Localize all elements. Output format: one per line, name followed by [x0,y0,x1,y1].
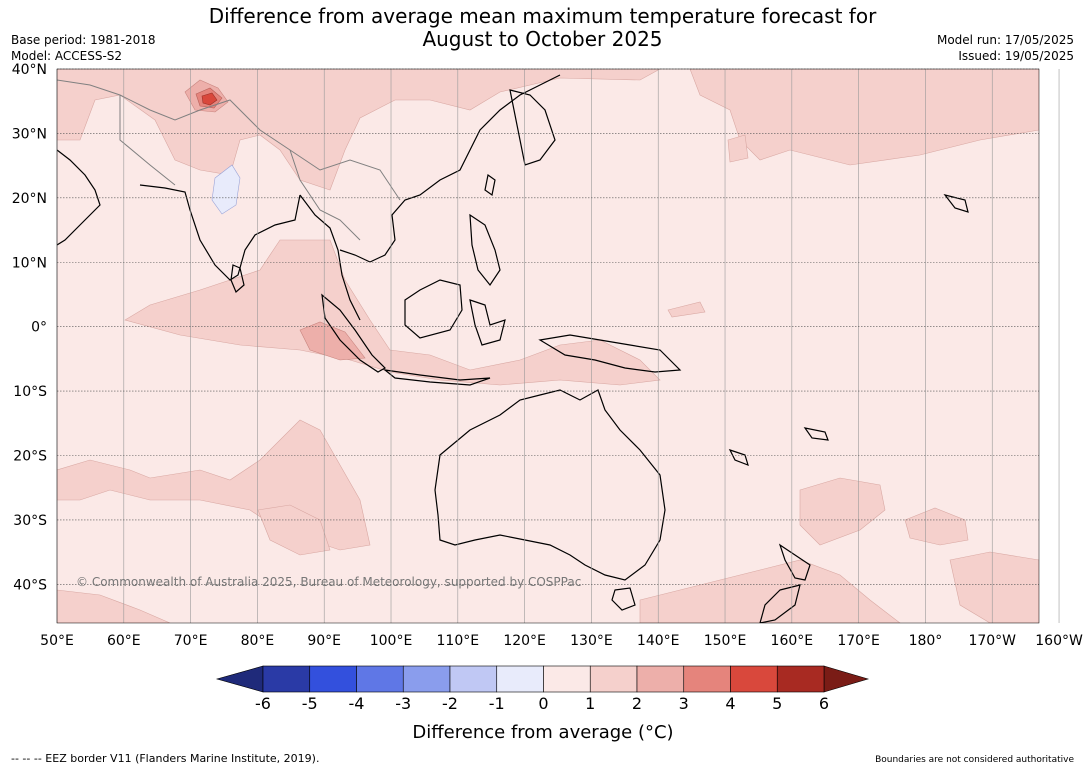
colorbar-segment [309,665,357,693]
longitude-label: 180° [909,633,943,649]
copyright-notice: © Commonwealth of Australia 2025, Bureau… [76,575,581,589]
colorbar-tick-label: -3 [395,694,411,713]
colorbar-segment [776,665,825,693]
colorbar-tick-label: -6 [255,694,271,713]
colorbar: -6 -5 -4 -3 -2 -1 0 1 2 3 4 5 6 [215,665,870,713]
model-run: Model run: 17/05/2025 [936,33,1074,47]
longitude-label: 100°E [370,633,413,649]
anomaly-shading [57,69,1039,623]
colorbar-segment [262,665,311,693]
colorbar-segment [636,665,685,693]
longitude-label: 80°E [241,633,275,649]
country-borders [57,79,401,241]
meta-left: Base period: 1981-2018 Model: ACCESS-S2 [11,32,156,64]
colorbar-tick-label: -1 [489,694,505,713]
anomaly-region [667,301,706,318]
longitude-label: 110°E [437,633,480,649]
title-line-2: August to October 2025 [422,27,663,51]
longitude-label: 130°E [570,633,613,649]
colorbar-segment [589,665,638,693]
latitude-label: 0° [31,320,47,336]
gridlines [56,68,1060,623]
issued-date: Issued: 19/05/2025 [958,49,1074,63]
longitude-label: 160°E [771,633,814,649]
anomaly-region [299,321,366,361]
colorbar-extend-low [215,665,264,693]
latitude-labels: 40°N 30°N 20°N 10°N 0° 10°S 20°S 30°S 40°S [12,62,47,593]
meta-right: Model run: 17/05/2025 Issued: 19/05/2025 [937,32,1074,64]
longitude-label: 60°E [107,633,141,649]
anomaly-region [727,134,749,163]
longitude-labels: 50°E 60°E 70°E 80°E 90°E 100°E 110°E 120°E 130°E… [40,633,1083,649]
longitude-label: 170°W [968,633,1016,649]
longitude-label: 120°E [503,633,546,649]
colorbar-tick-label: 1 [585,694,595,713]
anomaly-region [904,507,969,546]
colorbar-tick-label: 2 [632,694,642,713]
anomaly-region [257,504,331,556]
latitude-label: 40°N [12,62,47,78]
colorbar-segment [683,665,731,693]
longitude-label: 50°E [40,633,74,649]
longitude-label: 90°E [307,633,341,649]
colorbar-segment [496,665,544,693]
colorbar-tick-label: 4 [725,694,735,713]
boundaries-disclaimer: Boundaries are not considered authoritat… [875,755,1074,765]
eez-footnote: -- -- -- EEZ border V11 (Flanders Marine… [11,752,320,765]
anomaly-region [211,164,241,215]
base-period: Base period: 1981-2018 [11,33,156,47]
colorbar-segment [543,665,591,693]
latitude-label: 20°N [12,191,47,207]
anomaly-region [201,92,218,106]
colorbar-tick-label: 5 [772,694,782,713]
latitude-label: 10°N [12,255,47,271]
anomaly-region [949,551,1039,623]
longitude-label: 150°E [704,633,747,649]
latitude-label: 30°N [12,126,47,142]
colorbar-tick-label: 3 [679,694,689,713]
colorbar-tick-label: -5 [302,694,318,713]
map-title: Difference from average mean maximum tem… [0,5,1085,51]
colorbar-segment [449,665,498,693]
coastlines [57,74,969,623]
anomaly-region [799,477,886,546]
anomaly-region [639,559,901,623]
colorbar-tick-label: -2 [442,694,458,713]
colorbar-title: Difference from average (°C) [412,722,673,743]
latitude-label: 30°S [13,513,47,529]
map-frame [56,68,1040,624]
colorbar-tick-label: 0 [538,694,548,713]
latitude-label: 20°S [13,449,47,465]
longitude-label: 140°E [637,633,680,649]
anomaly-region [57,589,171,623]
colorbar-segment [402,665,451,693]
colorbar-segment [730,665,778,693]
latitude-label: 40°S [13,577,47,593]
colorbar-extend-high [823,665,870,693]
colorbar-segment [356,665,404,693]
model-name: Model: ACCESS-S2 [11,49,123,63]
anomaly-region [124,239,661,386]
longitude-label: 70°E [174,633,208,649]
colorbar-tick-label: 6 [819,694,829,713]
latitude-label: 10°S [13,384,47,400]
title-line-1: Difference from average mean maximum tem… [208,4,877,28]
longitude-label: 170°E [837,633,880,649]
longitude-label: 160°W [1035,633,1083,649]
colorbar-tick-label: -4 [349,694,365,713]
